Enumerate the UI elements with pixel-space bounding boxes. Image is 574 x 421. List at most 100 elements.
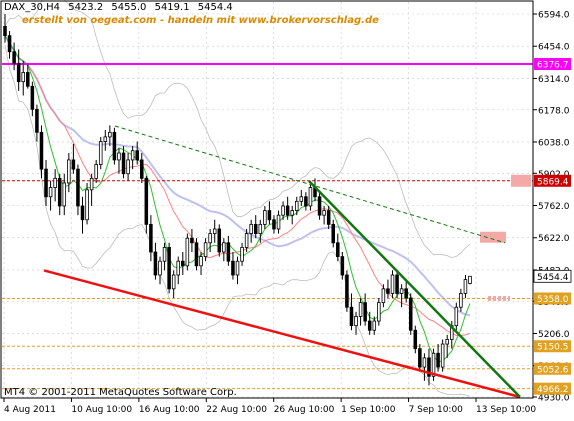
candle-body	[345, 274, 349, 308]
x-tick-label: 13 Sep 10:00	[476, 405, 536, 415]
candle-body	[317, 196, 322, 216]
y-tick-label: 4930.0	[538, 394, 570, 404]
plot-frame	[0, 0, 534, 399]
candle-body	[336, 242, 340, 257]
candle-body	[208, 233, 212, 244]
candle-body	[139, 159, 144, 179]
target-box-mid	[480, 231, 506, 243]
candle-body	[276, 214, 281, 230]
level-price-tag	[534, 58, 571, 71]
candles	[3, 14, 472, 386]
candle-body	[240, 246, 244, 262]
candle-body	[436, 352, 440, 368]
candle-body	[108, 131, 112, 138]
y-tick-label: 5762.0	[538, 202, 570, 212]
candle-body	[181, 260, 185, 267]
y-tick-label: 6314.0	[538, 75, 570, 85]
level-price-tag	[534, 362, 571, 375]
x-tick-label: 10 Aug 10:00	[71, 405, 132, 415]
candle-body	[263, 210, 267, 225]
y-tick-label: 6038.0	[538, 138, 570, 148]
candle-body	[39, 131, 44, 170]
x-tick-label: 4 Aug 2011	[4, 405, 56, 415]
candle-body	[354, 316, 358, 327]
candle-body	[89, 177, 94, 191]
current-price-label: 5454.4	[537, 273, 569, 283]
candle-body	[326, 210, 331, 225]
candle-body	[171, 274, 176, 290]
close-value: 5454.4	[197, 2, 233, 13]
x-tick-label: 22 Aug 10:00	[206, 405, 267, 415]
candle-body	[53, 177, 57, 188]
y-tick-label: 5902.0	[538, 170, 570, 180]
bollinger-lower-line	[4, 44, 471, 397]
candle-body	[308, 187, 313, 207]
horizontal-levels	[2, 63, 533, 390]
candle-body	[176, 260, 181, 276]
candle-body	[203, 242, 208, 257]
candle-body	[121, 152, 126, 175]
candle-body	[454, 306, 459, 327]
level-price-tag	[534, 382, 571, 395]
level-price-tag	[534, 340, 571, 353]
candle-body	[249, 223, 253, 234]
y-tick-label: 5622.0	[538, 234, 570, 244]
high-value: 5455.0	[111, 2, 147, 13]
level-price-label: 4966.2	[537, 385, 569, 395]
symbol-label: DAX_30,H4	[4, 2, 61, 13]
level-price-label: 6376.7	[537, 61, 569, 71]
candle-body	[281, 205, 285, 216]
candle-body	[144, 177, 149, 225]
low-value: 5419.1	[154, 2, 190, 13]
target-box-upper	[511, 174, 531, 187]
y-tick-label: 5206.0	[538, 330, 570, 340]
level-price-label: 5869.4	[537, 177, 569, 187]
candle-body	[185, 237, 190, 267]
copyright-text: MT4 © 2001-2011 MetaQuotes Software Corp…	[4, 387, 237, 398]
candle-body	[386, 288, 390, 294]
credit-text: erstellt von oegeat.com - handeln mit ww…	[22, 15, 379, 26]
candle-body	[103, 136, 108, 142]
candle-body	[85, 189, 89, 221]
candle-body	[158, 260, 162, 276]
candle-body	[445, 339, 449, 345]
candle-body	[408, 297, 413, 331]
support-trendline	[43, 269, 521, 399]
candle-body	[57, 177, 62, 207]
candle-body	[244, 233, 249, 248]
open-value: 5423.2	[68, 2, 104, 13]
candle-body	[322, 210, 326, 216]
x-tick-label: 26 Aug 10:00	[274, 405, 335, 415]
candle-body	[340, 256, 345, 276]
y-axis: 6594.0 6454.0 6314.0 6178.0 6038.0 5902.0 5762…	[533, 0, 574, 421]
y-tick-label: 6594.0	[538, 11, 570, 21]
candle-body	[267, 210, 272, 221]
candle-body	[395, 274, 399, 294]
candle-body	[26, 72, 30, 87]
y-tick-label: 6178.0	[538, 106, 570, 116]
ma-slow-line	[4, 35, 471, 317]
candle-body	[222, 242, 226, 253]
candle-body	[377, 302, 381, 322]
candle-body	[285, 205, 290, 216]
candle-body	[404, 288, 408, 299]
candle-body	[130, 150, 135, 161]
grid	[2, 2, 533, 398]
level-price-label: 5358.0	[537, 295, 569, 305]
candle-body	[112, 131, 117, 161]
candle-body	[16, 62, 21, 83]
candle-body	[258, 223, 263, 234]
candle-body	[94, 164, 98, 179]
current-price-tag	[533, 269, 572, 283]
candle-body	[367, 320, 372, 331]
candle-body	[98, 141, 103, 165]
candle-body	[463, 279, 468, 294]
chart-header: DAX_30,H4 5423.2 5455.0 5419.1 5454.4	[4, 2, 238, 13]
level-price-tag	[534, 174, 571, 187]
candle-body	[48, 187, 53, 198]
candle-body	[44, 168, 48, 198]
candle-body	[135, 150, 139, 161]
candle-body	[67, 159, 71, 184]
candle-body	[468, 275, 472, 284]
